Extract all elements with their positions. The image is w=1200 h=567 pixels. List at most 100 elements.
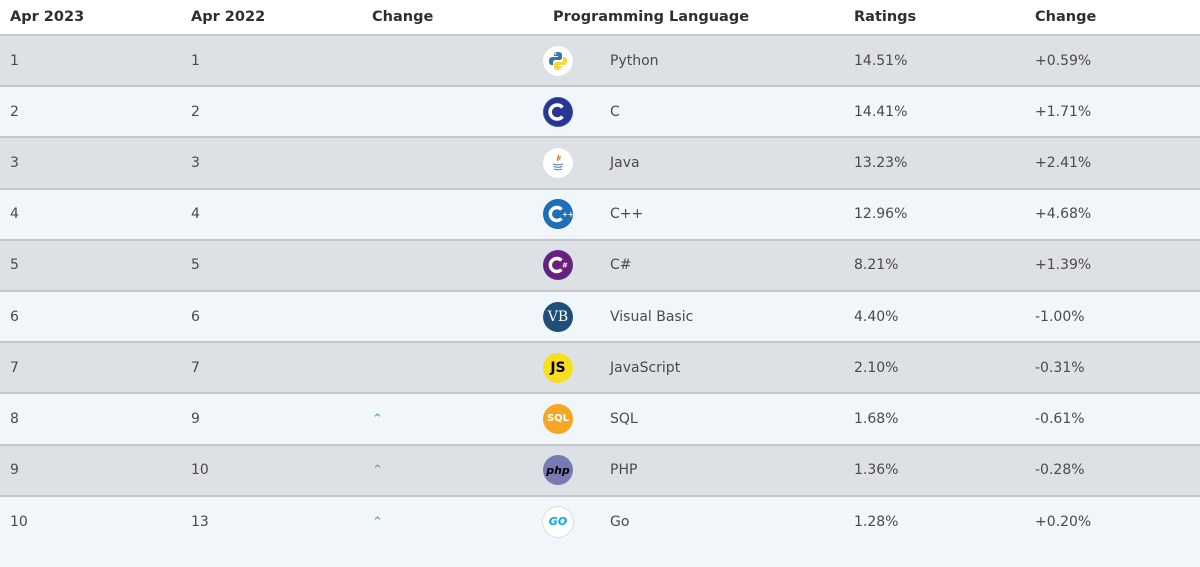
language-name[interactable]: Java	[610, 154, 640, 171]
rank-change: ⌃	[362, 496, 543, 547]
table-row[interactable]: 6 6 VB Visual Basic 4.40% -1.00%	[0, 290, 1200, 344]
header-apr-2023[interactable]: Apr 2023	[0, 0, 181, 36]
rank-2022: 9	[181, 393, 362, 446]
python-icon	[543, 45, 573, 76]
rank-2022: 4	[181, 188, 362, 241]
table-row[interactable]: 9 10 ⌃ php PHP 1.36% -0.28%	[0, 444, 1200, 497]
language-cell[interactable]: Python	[543, 35, 844, 88]
rank-change	[362, 35, 543, 88]
language-wrap: ++ C++	[543, 199, 844, 230]
rating-change: +0.20%	[1035, 513, 1092, 530]
rating-change: +4.68%	[1025, 188, 1200, 241]
language-wrap: GO Go	[543, 506, 844, 537]
header-programming-language[interactable]: Programming Language	[543, 0, 844, 36]
rating-change: -1.00%	[1025, 290, 1200, 344]
rank-2023: 1	[0, 35, 181, 88]
rank-2023: 5	[0, 239, 181, 292]
table-body: 1 1 Python 14.51% +0.59% 2 2	[0, 35, 1200, 547]
cpp-icon: ++	[543, 199, 573, 230]
java-icon	[543, 147, 573, 178]
language-wrap: Python	[543, 45, 844, 76]
language-wrap: SQL SQL	[543, 403, 844, 434]
language-name[interactable]: C#	[610, 257, 632, 274]
rating-value: 1.28%	[854, 513, 899, 530]
rating-value: 2.10%	[844, 342, 1025, 395]
language-name[interactable]: SQL	[610, 410, 638, 427]
language-cell[interactable]: Java	[543, 137, 844, 190]
language-wrap: # C#	[543, 250, 844, 281]
table-row[interactable]: 7 7 JS JavaScript 2.10% -0.31%	[0, 342, 1200, 395]
language-cell[interactable]: SQL SQL	[543, 393, 844, 446]
rank-up-arrow-icon: ⌃	[372, 411, 383, 427]
php-icon: php	[543, 455, 573, 486]
language-cell[interactable]: JS JavaScript	[543, 342, 844, 395]
csharp-icon: #	[543, 250, 573, 281]
rank-2023: 3	[0, 137, 181, 190]
rating-value: 1.68%	[844, 393, 1025, 446]
language-name[interactable]: Python	[610, 52, 659, 69]
table-row[interactable]: 3 3 Java 13.23% +2.41%	[0, 137, 1200, 190]
language-name[interactable]: PHP	[610, 462, 638, 479]
rating-change: +1.39%	[1025, 239, 1200, 292]
rating-change: -0.31%	[1025, 342, 1200, 395]
language-cell[interactable]: C	[543, 86, 844, 139]
table-row[interactable]: 4 4 ++ C++ 12.96% +4.68%	[0, 188, 1200, 241]
language-name[interactable]: C++	[610, 206, 644, 223]
tiobe-index-table: Apr 2023 Apr 2022 Change Programming Lan…	[0, 0, 1200, 547]
rank-2023: 7	[0, 342, 181, 395]
language-cell[interactable]: VB Visual Basic	[543, 290, 844, 344]
language-cell[interactable]: GO Go	[543, 496, 844, 547]
rating-value: 4.40%	[844, 290, 1025, 344]
language-name[interactable]: JavaScript	[610, 359, 681, 376]
language-cell[interactable]: # C#	[543, 239, 844, 292]
rating-change: -0.28%	[1025, 444, 1200, 497]
rank-2022: 13	[191, 513, 209, 530]
visual-basic-icon: VB	[543, 301, 573, 332]
rating-change: +0.59%	[1025, 35, 1200, 88]
language-wrap: JS JavaScript	[543, 352, 844, 383]
rating-change: +1.71%	[1025, 86, 1200, 139]
language-name[interactable]: Go	[610, 513, 630, 530]
javascript-icon: JS	[543, 352, 573, 383]
table-row[interactable]: 8 9 ⌃ SQL SQL 1.68% -0.61%	[0, 393, 1200, 446]
rank-up-arrow-icon: ⌃	[372, 463, 383, 479]
table-row[interactable]: 2 2 C 14.41% +1.71%	[0, 86, 1200, 139]
rating-change: +2.41%	[1025, 137, 1200, 190]
rating-value: 14.51%	[844, 35, 1025, 88]
rank-2023: 10	[10, 513, 28, 530]
language-cell[interactable]: php PHP	[543, 444, 844, 497]
rank-2023: 6	[0, 290, 181, 344]
rank-change: ⌃	[362, 444, 543, 497]
rank-change	[362, 137, 543, 190]
rating-value: 14.41%	[844, 86, 1025, 139]
table-row[interactable]: 1 1 Python 14.51% +0.59%	[0, 35, 1200, 88]
sql-icon: SQL	[543, 403, 573, 434]
rank-2023: 9	[0, 444, 181, 497]
language-wrap: Java	[543, 147, 844, 178]
header-ratings-change[interactable]: Change	[1025, 0, 1200, 36]
header-ratings[interactable]: Ratings	[844, 0, 1025, 36]
rank-change	[362, 290, 543, 344]
rank-2022: 3	[181, 137, 362, 190]
rank-2022: 10	[181, 444, 362, 497]
language-wrap: VB Visual Basic	[543, 301, 844, 332]
rank-2023: 4	[0, 188, 181, 241]
rating-value: 12.96%	[844, 188, 1025, 241]
svg-text:#: #	[562, 262, 568, 270]
rating-value: 1.36%	[844, 444, 1025, 497]
header-apr-2022[interactable]: Apr 2022	[181, 0, 362, 36]
rating-value: 8.21%	[844, 239, 1025, 292]
language-name[interactable]: Visual Basic	[610, 308, 694, 325]
language-wrap: php PHP	[543, 455, 844, 486]
rank-change: ⌃	[362, 393, 543, 446]
rating-value: 13.23%	[844, 137, 1025, 190]
table-row[interactable]: 10 13 ⌃ GO Go 1.28% +0.20%	[0, 495, 1200, 547]
language-cell[interactable]: ++ C++	[543, 188, 844, 241]
rank-2022: 6	[181, 290, 362, 344]
rank-2023: 8	[0, 393, 181, 446]
table-row[interactable]: 5 5 # C# 8.21% +1.39%	[0, 239, 1200, 292]
language-name[interactable]: C	[610, 103, 620, 120]
header-rank-change[interactable]: Change	[362, 0, 543, 36]
rank-up-arrow-icon: ⌃	[372, 514, 383, 530]
rank-change	[362, 86, 543, 139]
